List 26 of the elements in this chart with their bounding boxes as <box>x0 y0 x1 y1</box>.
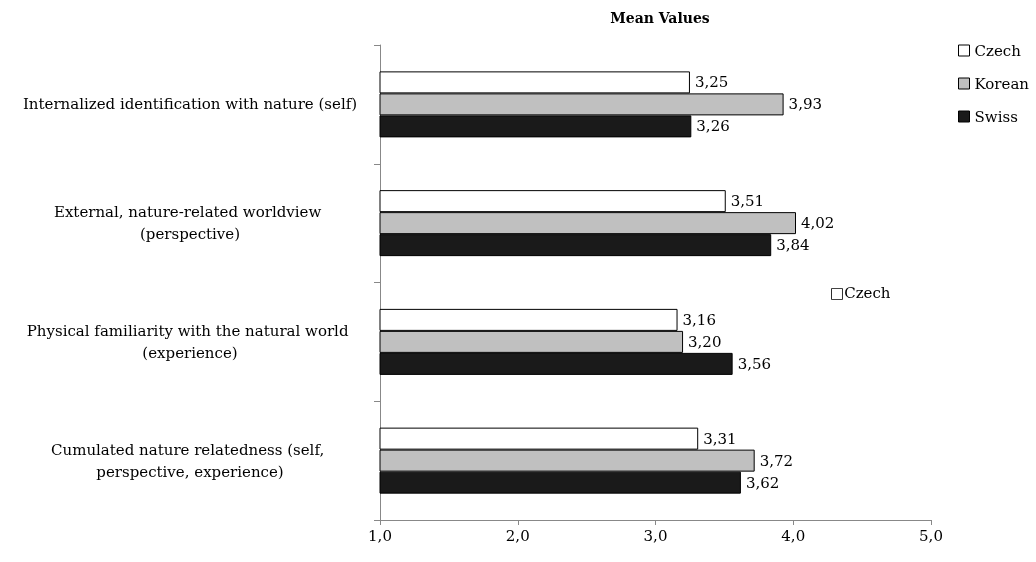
data-label: 3,25 <box>694 73 729 92</box>
data-label: 3,93 <box>788 95 823 114</box>
data-label: 3,72 <box>759 451 794 470</box>
data-label: 3,56 <box>737 354 772 373</box>
data-label: 4,02 <box>801 214 835 233</box>
data-label: 3,16 <box>682 310 716 329</box>
x-tick-label: 3,0 <box>643 526 668 545</box>
y-tick-label: Cumulated nature relatedness (self, perspective, experience) <box>51 440 329 481</box>
chart-title: Mean Values <box>610 10 710 26</box>
legend-label: Czech <box>974 41 1022 60</box>
legend-label: Swiss <box>974 107 1018 126</box>
y-tick-label: Internalized identification with nature (self) <box>22 95 358 114</box>
x-tick-label: 2,0 <box>505 526 530 545</box>
x-tick-label: 5,0 <box>919 526 943 545</box>
y-tick-label: Physical familiarity with the natural world (experience) <box>26 321 354 362</box>
annotation: □Czech <box>830 283 891 302</box>
y-tick-label: External, nature-related worldview (perspective) <box>53 203 327 244</box>
data-label: 3,20 <box>688 332 722 351</box>
x-tick-label: 4,0 <box>781 526 806 545</box>
data-label: 3,26 <box>696 117 730 136</box>
legend-label: Korean <box>974 74 1030 93</box>
x-tick-label: 1,0 <box>368 526 392 545</box>
data-label: 3,31 <box>703 429 737 448</box>
data-label: 3,62 <box>745 473 780 492</box>
data-label: 3,51 <box>730 192 765 211</box>
data-label: 3,84 <box>776 236 810 255</box>
